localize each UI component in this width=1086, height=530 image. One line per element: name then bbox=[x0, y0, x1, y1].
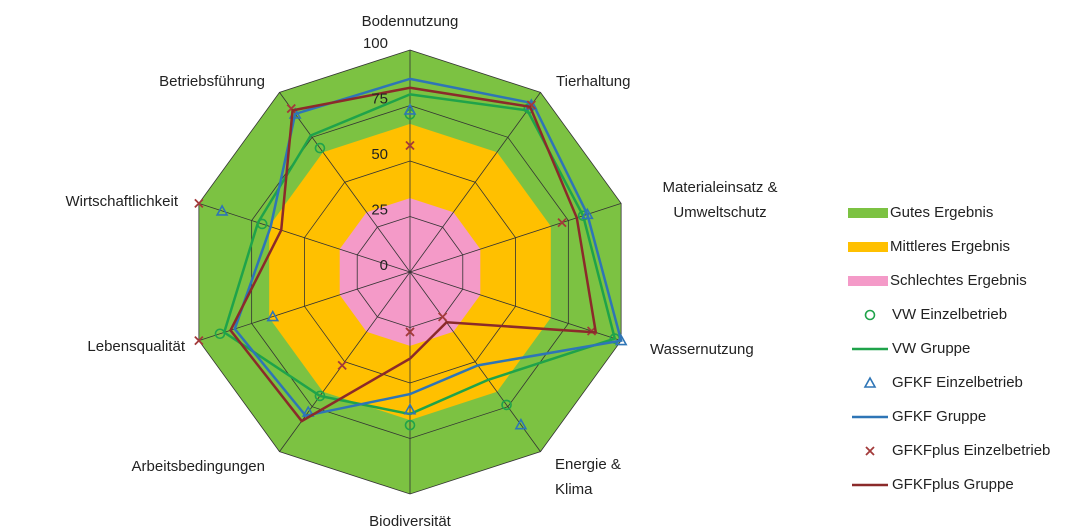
legend-item: GFKFplus Gruppe bbox=[852, 476, 1014, 493]
legend-label: GFKFplus Einzelbetrieb bbox=[892, 442, 1050, 459]
legend-marker bbox=[865, 446, 875, 456]
label-line: Klima bbox=[555, 481, 593, 498]
series-line bbox=[229, 86, 598, 423]
marker-x bbox=[194, 198, 204, 209]
category-label: Materialeinsatz & Umweltschutz bbox=[662, 179, 777, 221]
legend-label: Schlechtes Ergebnis bbox=[890, 272, 1027, 289]
category-label: Bodennutzung bbox=[362, 13, 459, 30]
grid-spoke bbox=[409, 271, 622, 341]
legend-label: Gutes Ergebnis bbox=[890, 204, 993, 221]
marker-x bbox=[405, 327, 415, 337]
marker-circle bbox=[314, 142, 326, 154]
legend-item: Gutes Ergebnis bbox=[848, 204, 993, 221]
legend-marker bbox=[864, 309, 876, 321]
marker-triangle bbox=[514, 418, 528, 430]
label-line: Umweltschutz bbox=[673, 204, 766, 221]
legend-label: VW Einzelbetrieb bbox=[892, 306, 1007, 323]
grid-spoke bbox=[279, 92, 411, 273]
grid-spoke bbox=[409, 203, 622, 273]
grid-spoke bbox=[409, 92, 541, 273]
r-tick-label: 100 bbox=[363, 35, 388, 52]
marker-circle bbox=[501, 399, 512, 411]
legend-swatch bbox=[848, 276, 888, 286]
marker-x bbox=[557, 217, 567, 228]
legend-item: Mittleres Ergebnis bbox=[848, 238, 1010, 255]
legend-item: GFKFplus Einzelbetrieb bbox=[865, 442, 1050, 459]
label-line: Energie & bbox=[555, 456, 621, 473]
marker-triangle bbox=[266, 309, 280, 322]
r-tick-label: 75 bbox=[371, 90, 388, 107]
legend-label: GFKF Gruppe bbox=[892, 408, 986, 425]
legend-label: GFKFplus Gruppe bbox=[892, 476, 1014, 493]
category-label: Energie & Klima bbox=[555, 456, 621, 498]
category-label: Wirtschaftlichkeit bbox=[65, 193, 178, 210]
grid-spoke bbox=[198, 203, 411, 273]
legend-swatch bbox=[848, 208, 888, 218]
category-label: Biodiversität bbox=[369, 513, 452, 530]
marker-triangle bbox=[215, 204, 229, 216]
category-label: Tierhaltung bbox=[556, 73, 631, 90]
legend-marker bbox=[863, 376, 877, 388]
legend-item: VW Gruppe bbox=[852, 340, 970, 357]
legend-item: Schlechtes Ergebnis bbox=[848, 272, 1027, 289]
legend-label: VW Gruppe bbox=[892, 340, 970, 357]
marker-x bbox=[405, 140, 415, 151]
category-label: Betriebsführung bbox=[159, 73, 265, 90]
category-label: Wassernutzung bbox=[650, 341, 754, 358]
marker-x bbox=[194, 335, 204, 346]
r-tick-label: 25 bbox=[371, 201, 388, 218]
marker-triangle bbox=[403, 103, 417, 115]
category-label: Lebensqualität bbox=[87, 338, 185, 355]
category-label: Arbeitsbedingungen bbox=[132, 458, 265, 475]
grid-spoke bbox=[409, 271, 541, 452]
marker-triangle bbox=[403, 402, 417, 415]
marker-x bbox=[437, 312, 448, 322]
series-line bbox=[233, 77, 623, 418]
marker-x bbox=[337, 360, 347, 371]
label-line: Materialeinsatz & bbox=[662, 179, 777, 196]
legend-label: GFKF Einzelbetrieb bbox=[892, 374, 1023, 391]
legend-item: GFKF Einzelbetrieb bbox=[863, 374, 1023, 391]
legend-item: VW Einzelbetrieb bbox=[864, 306, 1007, 323]
legend-item: GFKF Gruppe bbox=[852, 408, 986, 425]
r-tick-label: 0 bbox=[380, 257, 388, 274]
legend-label: Mittleres Ergebnis bbox=[890, 238, 1010, 255]
r-tick-label: 50 bbox=[371, 146, 388, 163]
marker-circle bbox=[404, 419, 416, 431]
legend-swatch bbox=[848, 242, 888, 252]
